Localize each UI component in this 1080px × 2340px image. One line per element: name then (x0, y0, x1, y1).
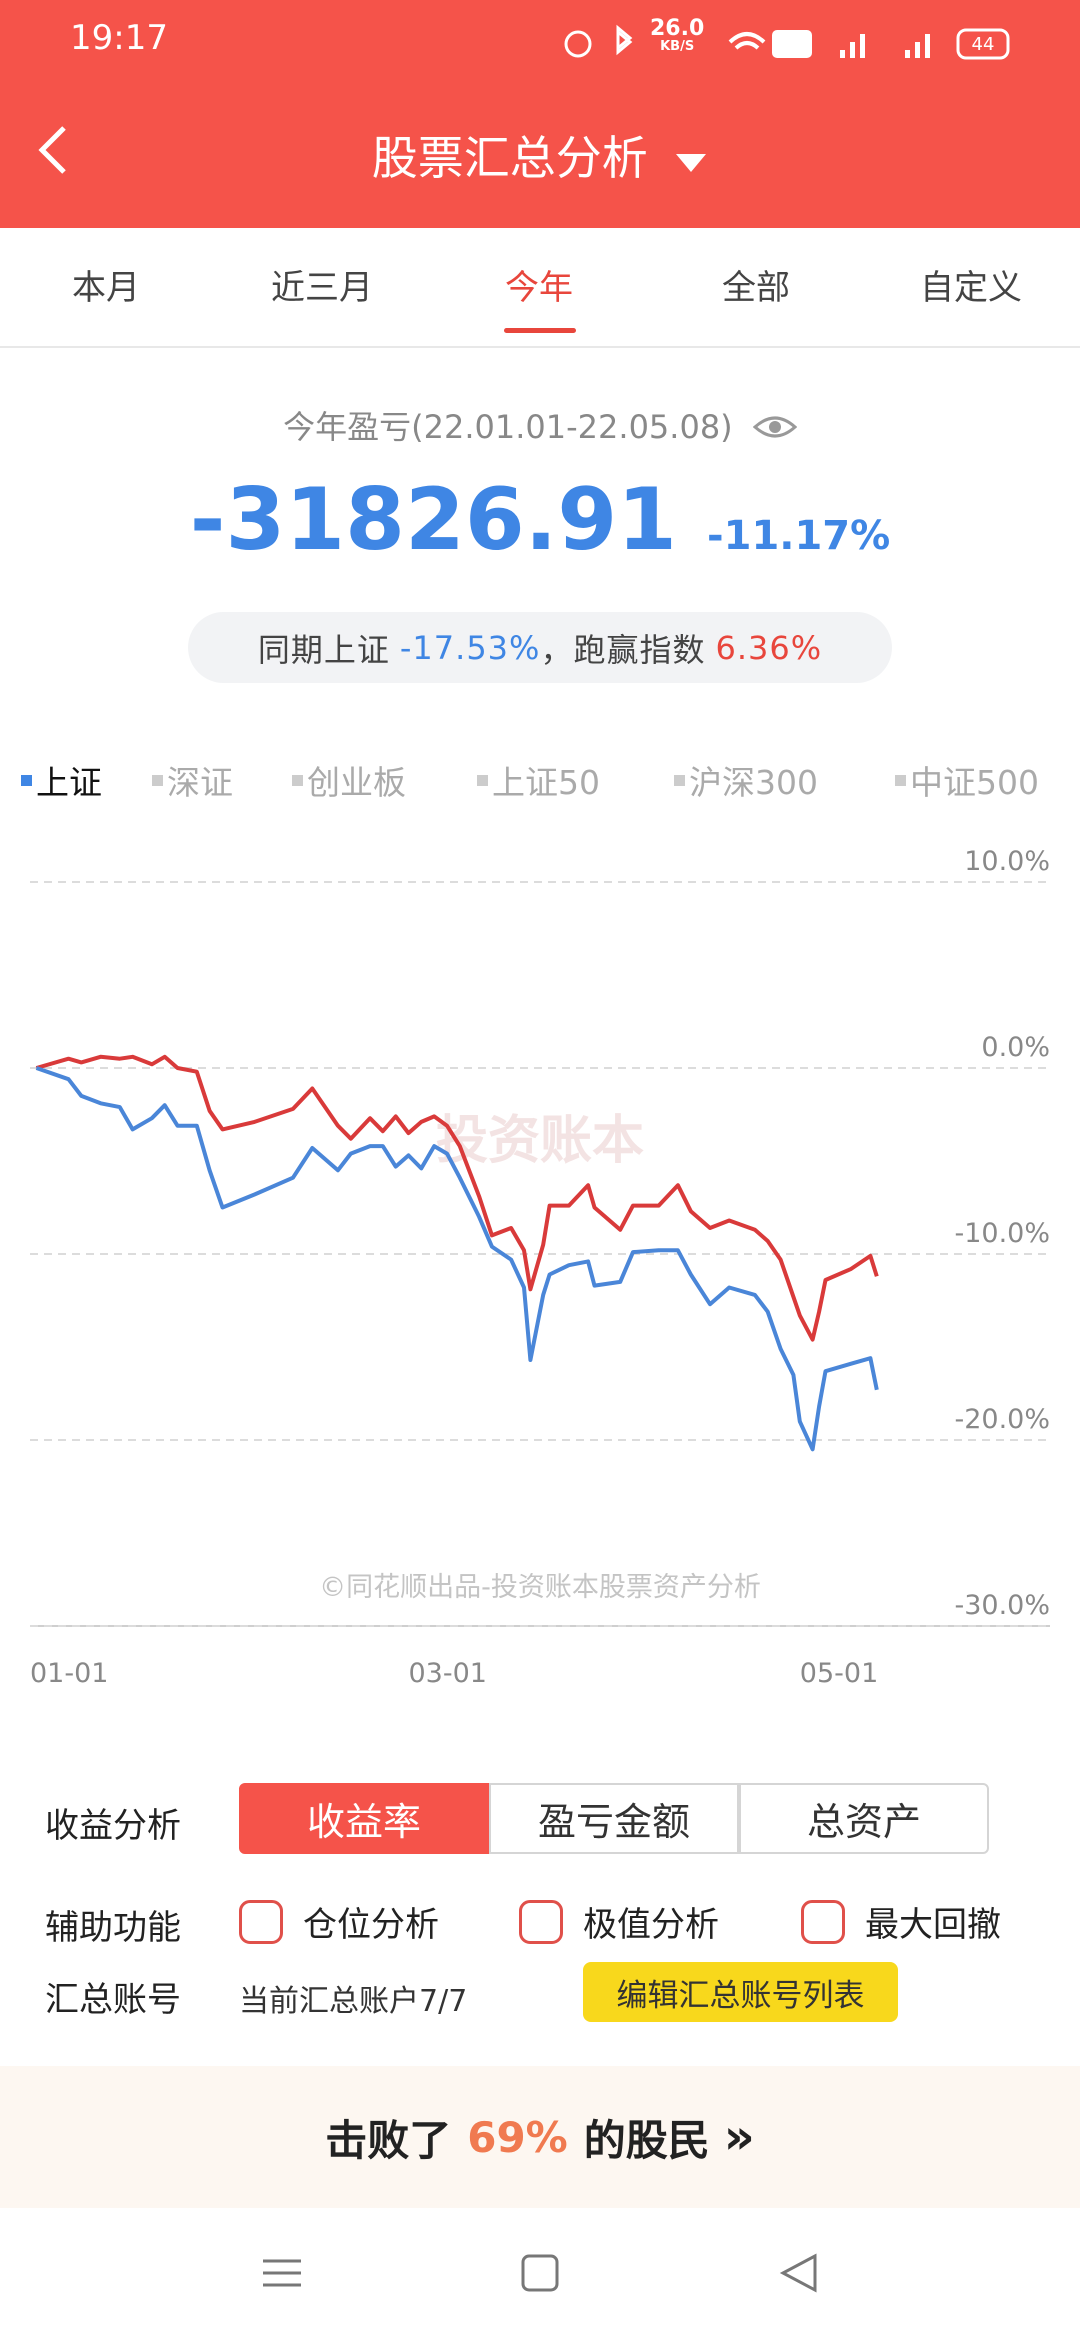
account-label: 汇总账号 (45, 1980, 181, 2020)
series-line (35, 1066, 879, 1452)
summary-amount-row: -31826.91 -11.17% (0, 470, 1080, 570)
back-button[interactable] (30, 120, 80, 180)
dropdown-arrow (676, 154, 707, 172)
beat-value: 6.36% (715, 628, 823, 667)
status-time: 19:17 (70, 18, 168, 58)
account-value: 当前汇总账户7/7 (239, 1984, 468, 2019)
header-title-wrap[interactable]: 股票汇总分析 (0, 122, 1080, 188)
compare-pill: 同期上证 -17.53% ， 跑赢指数 6.36% (188, 612, 892, 683)
compare-label: 同期上证 (257, 630, 390, 669)
y-tick-label: 10.0% (964, 846, 1050, 877)
banner-prefix: 击败了 (325, 2115, 452, 2165)
aux-option[interactable]: 极值分析 (519, 1897, 719, 1946)
chart-credit: ©同花顺出品-投资账本股票资产分析 (319, 1572, 761, 1603)
x-tick-label: 03-01 (408, 1658, 486, 1689)
index-tab[interactable]: 创业板 (292, 756, 406, 804)
aux-option-label[interactable]: 最大回撤 (865, 1905, 1001, 1945)
period-tab[interactable]: 全部 (722, 268, 790, 308)
summary-label-row: 今年盈亏(22.01.01-22.05.08) (0, 402, 1080, 448)
back-nav-button[interactable] (779, 2253, 817, 2293)
summary-rate: -11.17% (707, 513, 891, 559)
segment-option[interactable]: 收益率 (239, 1783, 489, 1854)
index-tab[interactable]: 沪深300 (674, 756, 818, 804)
rank-banner[interactable]: 击败了 69% 的股民 » (0, 2066, 1080, 2208)
separator: ， (540, 630, 574, 669)
x-tick-label: 05-01 (800, 1658, 878, 1689)
aux-option-label[interactable]: 仓位分析 (303, 1905, 439, 1945)
aux-option-label[interactable]: 极值分析 (583, 1905, 719, 1945)
beat-label: 跑赢指数 (573, 630, 706, 669)
watermark: 投资账本 (436, 1111, 644, 1171)
net-speed: 26.0 KB/S (650, 16, 705, 56)
compare-value: -17.53% (399, 628, 541, 667)
header-title[interactable]: 股票汇总分析 (371, 131, 648, 185)
aux-option[interactable]: 仓位分析 (239, 1897, 439, 1946)
period-tab[interactable]: 近三月 (271, 268, 373, 308)
summary-label: 今年盈亏(22.01.01-22.05.08) (283, 408, 733, 446)
index-tab-label[interactable]: 深证 (167, 763, 233, 802)
home-button[interactable] (521, 2254, 559, 2292)
index-tab[interactable]: 上证50 (477, 756, 600, 804)
index-tab-label[interactable]: 上证50 (492, 763, 600, 802)
y-tick-label: -20.0% (954, 1404, 1050, 1435)
segment-option[interactable]: 盈亏金额 (489, 1783, 739, 1854)
eye-icon[interactable] (752, 412, 798, 442)
banner-value: 69% (467, 2112, 568, 2162)
tab-divider (0, 346, 1080, 348)
index-tab[interactable]: 中证500 (895, 756, 1039, 804)
period-tab[interactable]: 本月 (72, 268, 140, 308)
aux-option[interactable]: 最大回撤 (801, 1897, 1001, 1946)
index-tab[interactable]: 深证 (152, 756, 233, 804)
chart: 投资账本 ©同花顺出品-投资账本股票资产分析 10.0% 0.0% -10.0% -2… (30, 846, 1050, 1689)
period-tab[interactable]: 今年 (505, 268, 573, 308)
battery-level: 44 (972, 34, 995, 55)
menu-button[interactable] (263, 2259, 301, 2287)
nav-bar (0, 2208, 1080, 2340)
y-tick-label: 0.0% (981, 1032, 1050, 1063)
index-tab-label[interactable]: 上证 (36, 763, 102, 802)
index-tab-label[interactable]: 沪深300 (689, 763, 818, 802)
net-speed-value: 26.0 (650, 16, 705, 41)
segment-option[interactable]: 总资产 (739, 1783, 989, 1854)
header-bar (0, 0, 1080, 228)
period-tab[interactable]: 自定义 (920, 268, 1022, 308)
banner-arrow: » (723, 2109, 755, 2165)
index-tab-label[interactable]: 创业板 (307, 763, 406, 802)
y-tick-label: -10.0% (954, 1218, 1050, 1249)
banner-suffix: 的股民 (583, 2115, 710, 2165)
x-tick-label: 01-01 (30, 1658, 108, 1689)
y-tick-label: -30.0% (954, 1590, 1050, 1621)
edit-accounts-button[interactable]: 编辑汇总账号列表 (583, 1962, 898, 2022)
summary-amount: -31826.91 (189, 470, 678, 570)
index-tab-label[interactable]: 中证500 (910, 763, 1039, 802)
net-speed-unit: KB/S (660, 39, 695, 54)
aux-label: 辅助功能 (45, 1908, 181, 1948)
status-icons: 44 (564, 24, 1010, 60)
series-line (35, 1054, 879, 1342)
index-tab[interactable]: 上证 (21, 756, 102, 804)
tab-underline (504, 328, 576, 333)
analysis-label: 收益分析 (45, 1806, 181, 1846)
